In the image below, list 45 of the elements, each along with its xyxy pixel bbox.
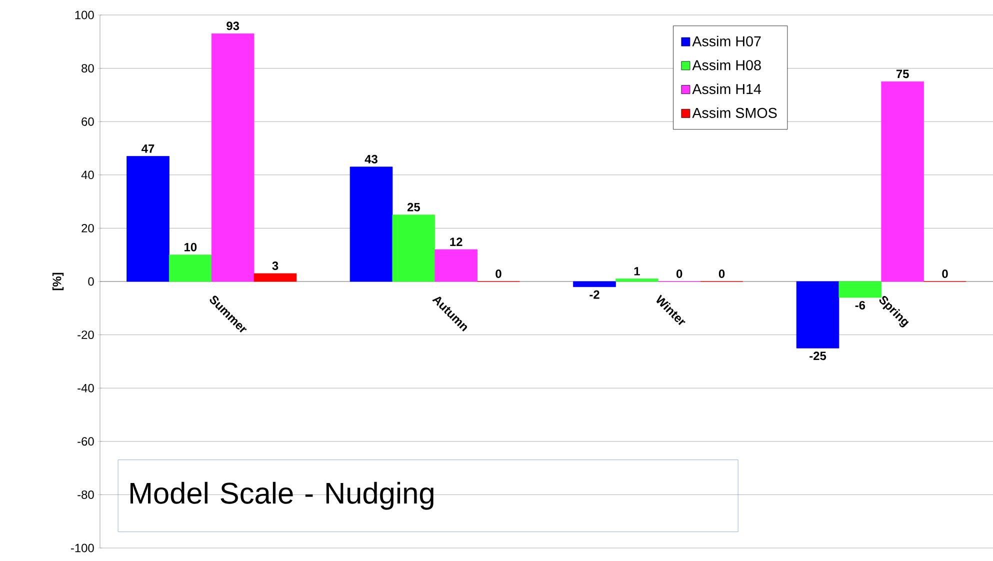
data-label: 25 (407, 202, 420, 212)
data-label: -25 (810, 352, 826, 360)
bar (211, 33, 254, 282)
y-tick-label: 100 (75, 10, 94, 20)
bar (838, 281, 882, 298)
y-tick-label: -80 (78, 490, 94, 499)
y-tick-label: 20 (82, 224, 94, 232)
y-axis-title: [%] (52, 272, 64, 290)
legend-label: Assim H14 (692, 84, 762, 94)
y-tick-label: -60 (78, 437, 94, 446)
data-label: -6 (855, 301, 866, 310)
legend-label: Assim SMOS (692, 107, 777, 118)
bar (616, 278, 658, 282)
data-label: 0 (718, 270, 725, 278)
y-tick-label: 40 (81, 170, 94, 180)
bar (350, 166, 393, 282)
annotation: Model Scale - Nudging (130, 482, 434, 510)
legend-label: Assim H08 (692, 60, 761, 70)
bar (434, 249, 478, 282)
bar (573, 281, 616, 288)
bar (254, 273, 297, 282)
data-label: 0 (676, 270, 682, 278)
data-label: 1 (634, 267, 640, 276)
y-tick-label: 60 (82, 117, 94, 126)
y-tick-label: -20 (78, 330, 94, 340)
data-label: 10 (184, 242, 197, 252)
data-label: 75 (896, 70, 909, 78)
data-label: 93 (226, 22, 240, 30)
bar (126, 156, 170, 282)
data-label: 3 (272, 262, 278, 270)
y-tick-label: 80 (82, 64, 94, 73)
y-tick-label: -100 (70, 544, 94, 552)
data-label: 12 (450, 238, 462, 246)
bar (881, 81, 924, 282)
bar (169, 254, 212, 282)
y-tick-label: -40 (78, 384, 94, 392)
bar (392, 214, 436, 282)
y-tick-label: 0 (88, 277, 94, 286)
data-label: 0 (496, 270, 502, 278)
legend-label: Assim H07 (692, 36, 761, 46)
bar (796, 281, 840, 348)
data-label: 0 (942, 270, 948, 278)
data-label: 43 (364, 154, 378, 164)
data-label: -2 (590, 290, 600, 299)
data-label: 47 (142, 144, 154, 153)
